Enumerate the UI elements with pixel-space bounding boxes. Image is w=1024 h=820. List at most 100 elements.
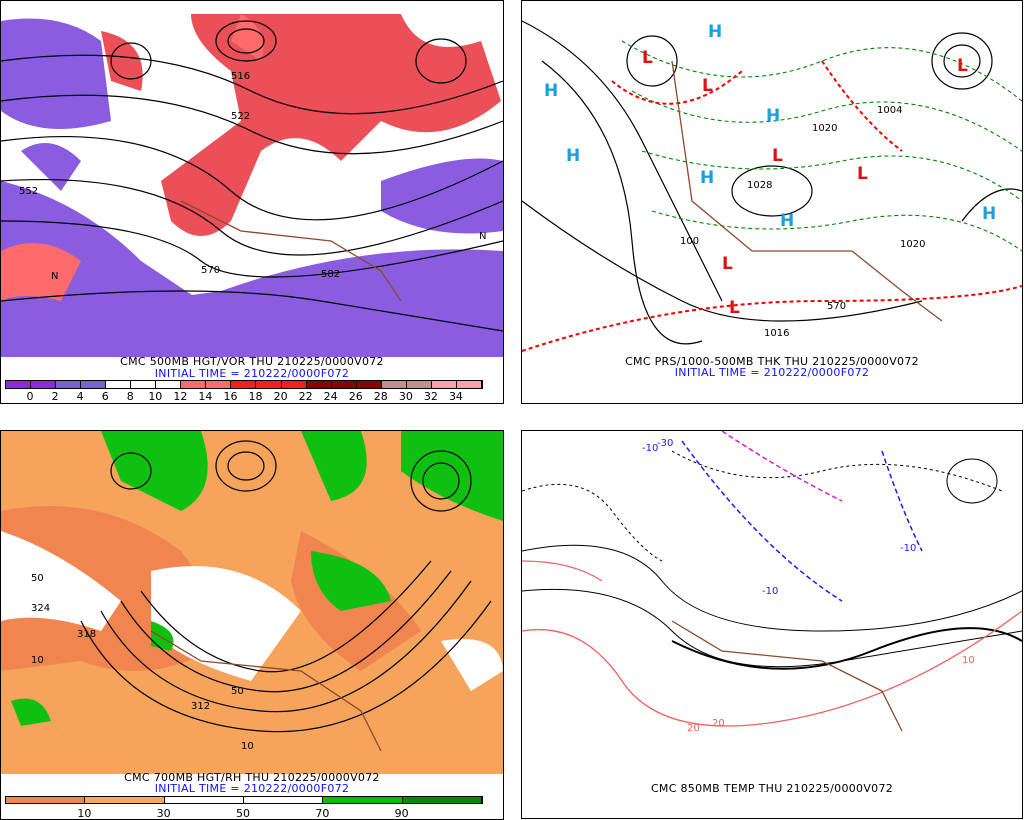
isobar-label: 1020 [900, 239, 925, 250]
isobar-label: 1016 [764, 328, 789, 339]
map-500mb: 552 522 516 570 582 N N [1, 14, 503, 357]
colorbar-tick-label: 20 [273, 390, 288, 403]
colorbar-segment [85, 797, 165, 803]
isotherm-label: -10 [642, 443, 658, 454]
initial-time: INITIAL TIME = 210222/0000F072 [154, 782, 350, 795]
isobar-label: 1028 [747, 180, 772, 191]
panel-title: CMC PRS/1000-500MB THK THU 210225/0000V0… [625, 355, 919, 368]
contour-label: 516 [231, 71, 250, 82]
colorbar-segment [456, 381, 482, 388]
contour-label: 522 [231, 111, 250, 122]
colorbar-tick-label: 10 [148, 390, 163, 403]
low-pressure-marker: L [857, 164, 868, 184]
n-marker: N [479, 231, 486, 242]
isobar-label: 1020 [812, 123, 837, 134]
colorbar-tick-label: 0 [26, 390, 34, 403]
colorbar-segment [381, 381, 407, 388]
contour-label: 582 [321, 269, 340, 280]
low-pressure-marker: L [957, 56, 968, 76]
panel-title: CMC 700MB HGT/RH THU 210225/0000V072 [124, 771, 380, 784]
colorbar-segment [356, 381, 382, 388]
colorbar-tick-label: 12 [173, 390, 188, 403]
isotherm-label: -10 [900, 543, 916, 554]
colorbar-segment [306, 381, 332, 388]
contour-label: 552 [19, 186, 38, 197]
isotherm-label: 20 [687, 723, 700, 734]
colorbar-tick-label: 30 [156, 807, 171, 820]
contour-label: 324 [31, 603, 50, 614]
isotherm-label: 20 [712, 718, 725, 729]
contour-label: 50 [231, 686, 244, 697]
colorbar-segment [256, 381, 282, 388]
low-pressure-marker: L [722, 254, 733, 274]
thickness-label: 570 [827, 301, 846, 312]
colorbar-tick-label: 14 [198, 390, 213, 403]
colorbar-tick-label: 18 [248, 390, 263, 403]
colorbar-segment [231, 381, 257, 388]
colorbar-segment [323, 797, 403, 803]
low-pressure-marker: L [729, 298, 740, 318]
colorbar-segment [81, 381, 107, 388]
isobar-label: 100 [680, 236, 699, 247]
colorbar-tick-label: 2 [51, 390, 59, 403]
colorbar-segment [181, 381, 207, 388]
high-pressure-marker: H [708, 22, 722, 42]
high-pressure-marker: H [544, 81, 558, 101]
isotherm-label: 10 [962, 655, 975, 666]
map-pressure: H H H H H H H L L L L L L L 1020 1028 10… [522, 20, 1022, 352]
colorbar-segment [431, 381, 457, 388]
contour-label: 10 [241, 741, 254, 752]
colorbar-segment [156, 381, 182, 388]
panel-700mb-rh: 50 324 318 312 10 50 10 CMC 700MB HGT/RH… [0, 430, 504, 820]
colorbar-tick-label: 26 [348, 390, 363, 403]
map-850mb: -10 -10 -10 10 20 20 -30 [522, 431, 1022, 734]
initial-time: INITIAL TIME = 210222/0000F072 [674, 366, 870, 379]
panel-title: CMC 500MB HGT/VOR THU 210225/0000V072 [120, 355, 384, 368]
colorbar-segment [406, 381, 432, 388]
high-pressure-marker: H [766, 106, 780, 126]
low-pressure-marker: L [702, 76, 713, 96]
colorbar-segment [206, 381, 232, 388]
colorbar-tick-label: 28 [373, 390, 388, 403]
colorbar-tick-label: 32 [423, 390, 438, 403]
map-700mb: 50 324 318 312 10 50 10 [1, 431, 503, 774]
panel-title: CMC 850MB TEMP THU 210225/0000V072 [650, 782, 894, 795]
contour-label: 50 [31, 573, 44, 584]
high-pressure-marker: H [566, 146, 580, 166]
colorbar-tick-label: 10 [77, 807, 92, 820]
colorbar-tick-label: 16 [223, 390, 238, 403]
colorbar-tick-label: 22 [298, 390, 313, 403]
contour-label: 570 [201, 265, 220, 276]
colorbar-tick-label: 4 [76, 390, 84, 403]
isobar-label: 1004 [877, 105, 902, 116]
high-pressure-marker: H [780, 211, 794, 231]
panel-pressure-thickness: H H H H H H H L L L L L L L 1020 1028 10… [521, 0, 1023, 404]
low-pressure-marker: L [772, 146, 783, 166]
colorbar-segment [164, 797, 244, 803]
colorbar-tick-label: 30 [398, 390, 413, 403]
colorbar-segment [6, 381, 32, 388]
colorbar [5, 796, 483, 804]
colorbar-segment [56, 381, 82, 388]
colorbar-tick-label: 8 [126, 390, 134, 403]
initial-time: INITIAL TIME = 210222/0000F072 [154, 367, 350, 380]
colorbar-tick-label: 70 [315, 807, 330, 820]
contour-label: 10 [31, 655, 44, 666]
isotherm-label: -10 [762, 586, 778, 597]
colorbar-segment [31, 381, 57, 388]
low-pressure-marker: L [642, 48, 653, 68]
contour-label: 318 [77, 629, 96, 640]
high-pressure-marker: H [982, 204, 996, 224]
panel-850mb-temp: -10 -10 -10 10 20 20 -30 CMC 850MB TEMP … [521, 430, 1023, 819]
colorbar-segment [106, 381, 132, 388]
colorbar-segment [131, 381, 157, 388]
colorbar-tick-label: 90 [394, 807, 409, 820]
colorbar-tick-label: 24 [323, 390, 338, 403]
contour-label: 312 [191, 701, 210, 712]
n-marker: N [51, 271, 58, 282]
colorbar-tick-label: 6 [101, 390, 109, 403]
high-pressure-marker: H [700, 168, 714, 188]
colorbar-segment [281, 381, 307, 388]
colorbar-segment [331, 381, 357, 388]
panel-500mb-vorticity: 552 522 516 570 582 N N CMC 500MB HGT/VO… [0, 0, 504, 404]
